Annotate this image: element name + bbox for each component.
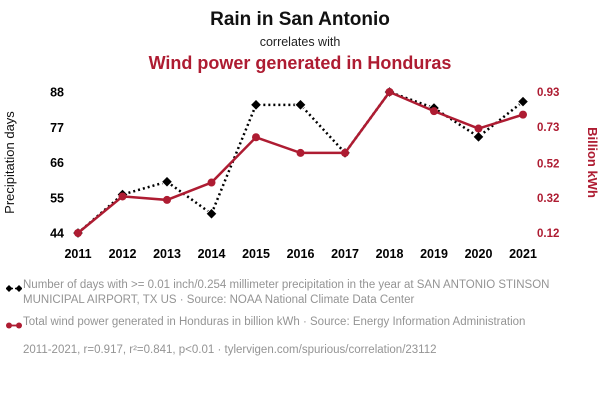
- svg-text:0.52: 0.52: [537, 158, 559, 170]
- legend: Number of days with >= 0.01 inch/0.254 m…: [0, 274, 600, 358]
- svg-text:0.93: 0.93: [537, 87, 559, 99]
- svg-text:2012: 2012: [109, 247, 137, 261]
- black-dotted-diamond-series-icon: [5, 281, 23, 299]
- legend-row-precipitation: Number of days with >= 0.01 inch/0.254 m…: [5, 278, 588, 308]
- svg-text:44: 44: [50, 227, 64, 241]
- svg-text:66: 66: [50, 156, 64, 170]
- svg-text:0.73: 0.73: [537, 122, 559, 134]
- svg-text:0.12: 0.12: [537, 228, 559, 240]
- svg-text:2015: 2015: [242, 247, 270, 261]
- svg-text:2016: 2016: [287, 247, 315, 261]
- legend-row-wind-power: Total wind power generated in Honduras i…: [6, 315, 588, 336]
- stats-and-source-url: 2011-2021, r=0.917, r²=0.841, p<0.01 · t…: [23, 344, 437, 356]
- svg-text:2020: 2020: [465, 247, 493, 261]
- legend-text-wind-power: Total wind power generated in Honduras i…: [23, 316, 526, 328]
- svg-text:55: 55: [50, 191, 64, 205]
- svg-text:2021: 2021: [509, 247, 537, 261]
- dual-axis-line-chart: 44 55 66 77 88 0.12 0.32 0.52 0.73 0.93 2011 2012 20…: [2, 86, 600, 262]
- svg-text:2013: 2013: [153, 247, 181, 261]
- svg-text:Precipitation days: Precipitation days: [2, 111, 17, 214]
- page-subtitle: Wind power generated in Honduras: [148, 53, 452, 73]
- page-title: Rain in San Antonio: [210, 9, 390, 30]
- red-line-circle-series-icon: [6, 318, 23, 336]
- svg-text:2019: 2019: [420, 247, 448, 261]
- legend-footer-row: 2011-2021, r=0.917, r²=0.841, p<0.01 · t…: [6, 343, 588, 358]
- chart-header: Rain in San Antonio correlates with Wind…: [0, 0, 600, 74]
- svg-text:2017: 2017: [331, 247, 359, 261]
- svg-text:2018: 2018: [376, 247, 404, 261]
- svg-text:Billion kWh: Billion kWh: [585, 127, 600, 198]
- correlates-with-label: correlates with: [259, 35, 341, 49]
- svg-text:77: 77: [50, 121, 64, 135]
- svg-text:2011: 2011: [64, 247, 91, 261]
- svg-text:2014: 2014: [198, 247, 226, 261]
- chart-area: 44 55 66 77 88 0.12 0.32 0.52 0.73 0.93 2011 2012 20…: [0, 78, 600, 274]
- svg-text:0.32: 0.32: [537, 193, 559, 205]
- svg-text:88: 88: [50, 86, 64, 100]
- legend-text-precipitation: Number of days with >= 0.01 inch/0.254 m…: [23, 279, 550, 306]
